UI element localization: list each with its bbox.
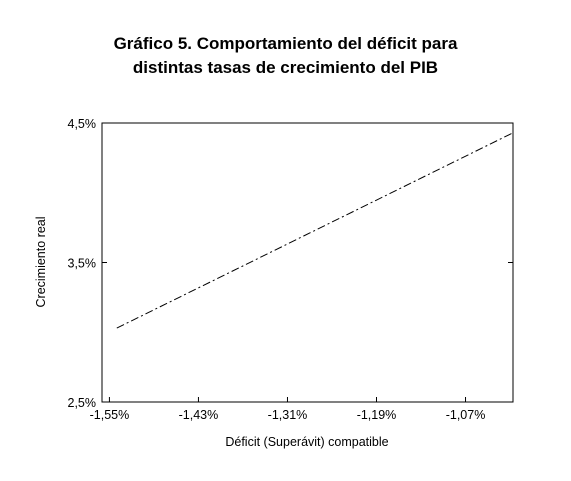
x-tick-label: -1,43% [179, 408, 219, 422]
y-axis: 2,5% 3,5% 4,5% [68, 117, 513, 410]
y-tick-label: 2,5% [68, 396, 97, 410]
y-axis-label: Crecimiento real [34, 216, 48, 307]
chart-title-line-1: Gráfico 5. Comportamiento del déficit pa… [113, 34, 458, 53]
x-tick-label: -1,55% [90, 408, 130, 422]
chart-title-line-2: distintas tasas de crecimiento del PIB [132, 58, 439, 77]
x-axis-label: Déficit (Superávit) compatible [225, 435, 388, 449]
plot-area [101, 122, 514, 403]
x-tick-label: -1,31% [268, 408, 308, 422]
x-axis: -1,55% -1,43% -1,31% -1,19% -1,07% [90, 397, 486, 422]
x-tick-label: -1,07% [446, 408, 486, 422]
series-group [116, 132, 514, 329]
series-line [116, 132, 514, 329]
y-tick-label: 3,5% [68, 257, 97, 271]
y-tick-label: 4,5% [68, 117, 97, 131]
chart-title: Gráfico 5. Comportamiento del déficit pa… [0, 32, 571, 80]
x-tick-label: -1,19% [357, 408, 397, 422]
